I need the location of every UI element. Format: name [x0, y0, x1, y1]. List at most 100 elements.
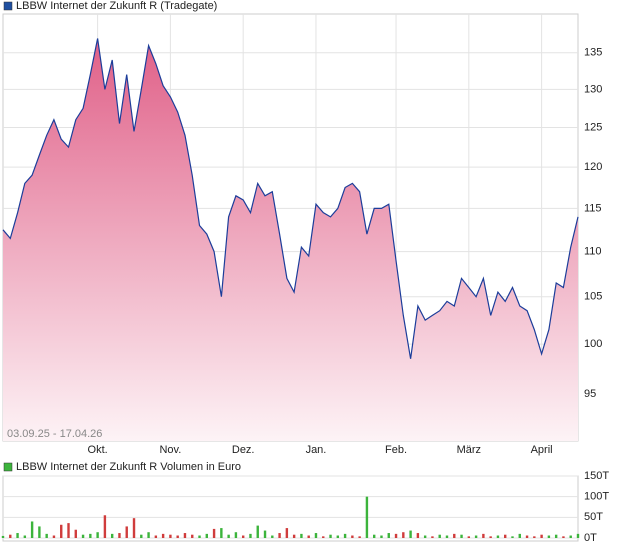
volume-bar: [329, 534, 332, 538]
volume-bar: [169, 534, 172, 538]
volume-bar: [525, 535, 529, 538]
y-tick-label: 115: [584, 202, 602, 214]
volume-bar: [234, 532, 238, 538]
volume-bar: [322, 536, 325, 538]
x-tick-label: Dez.: [232, 444, 255, 456]
y-tick-label: 130: [584, 83, 602, 95]
volume-bar: [482, 533, 485, 538]
volume-bar: [96, 532, 99, 538]
volume-bar: [140, 534, 143, 538]
volume-bar: [103, 515, 107, 538]
volume-bar: [460, 534, 463, 538]
volume-bar: [161, 533, 165, 538]
volume-bar: [241, 535, 245, 538]
volume-bar: [540, 534, 543, 538]
volume-bar: [183, 533, 187, 538]
y-tick-label: 0T: [584, 532, 597, 544]
volume-bar: [147, 532, 150, 538]
volume-bar: [220, 528, 223, 538]
volume-bar: [423, 535, 427, 538]
volume-bar: [365, 496, 369, 538]
y-tick-label: 100: [584, 338, 602, 350]
legend-label: LBBW Internet der Zukunft R (Tradegate): [16, 0, 217, 12]
volume-bar: [60, 524, 63, 538]
volume-bar: [212, 528, 216, 538]
volume-bar: [336, 535, 340, 538]
volume-bar: [467, 536, 471, 538]
legend-label: LBBW Internet der Zukunft R Volumen in E…: [16, 461, 241, 473]
volume-bar: [380, 535, 383, 538]
volume-bar: [74, 529, 77, 538]
volume-bar: [67, 523, 70, 538]
y-tick-label: 135: [584, 47, 602, 59]
volume-bar: [314, 533, 318, 538]
volume-bar: [351, 535, 354, 538]
volume-bar: [373, 534, 376, 538]
volume-bar: [394, 533, 398, 538]
volume-bar: [343, 533, 347, 538]
volume-bar: [271, 535, 274, 538]
price-line: [2, 38, 579, 359]
price-area: [3, 38, 578, 441]
volume-bar: [438, 534, 441, 538]
volume-bar: [45, 533, 48, 538]
x-tick-label: April: [531, 444, 553, 456]
volume-bar: [445, 535, 449, 538]
volume-bar: [81, 534, 85, 538]
y-tick-label: 105: [584, 291, 602, 303]
volume-bar: [154, 535, 158, 538]
volume-bar: [38, 526, 41, 538]
volume-bar: [198, 535, 201, 538]
volume-bar: [547, 535, 551, 538]
volume-bar: [23, 535, 27, 538]
volume-bar: [489, 536, 492, 538]
volume-bar: [518, 533, 521, 538]
volume-bar: [554, 534, 558, 538]
volume-bar: [110, 533, 114, 538]
y-tick-label: 110: [584, 245, 602, 257]
legend-swatch: [3, 462, 13, 472]
volume-bar: [132, 518, 136, 538]
legend-swatch: [3, 1, 13, 11]
volume-bar: [118, 533, 121, 538]
volume-bar: [416, 533, 420, 538]
volume-bar: [307, 535, 310, 538]
volume-bar: [176, 535, 179, 538]
volume-bar: [285, 528, 289, 538]
volume-bar: [300, 533, 303, 538]
volume-bar: [474, 535, 478, 538]
volume-bar: [496, 535, 500, 538]
volume-bar: [402, 532, 405, 538]
volume-bar: [576, 533, 580, 538]
volume-bar: [504, 534, 507, 538]
date-range: 03.09.25 - 17.04.26: [7, 428, 102, 440]
x-tick-label: Okt.: [88, 444, 108, 456]
x-tick-label: März: [457, 444, 481, 456]
volume-bar: [431, 536, 434, 538]
x-tick-label: Feb.: [385, 444, 407, 456]
y-tick-label: 95: [584, 388, 596, 400]
volume-bar: [562, 536, 565, 538]
volume-bar: [292, 534, 296, 538]
volume-bar: [569, 535, 572, 538]
y-tick-label: 100T: [584, 491, 609, 503]
x-tick-label: Jan.: [306, 444, 327, 456]
volume-bar: [358, 536, 361, 538]
volume-bar: [256, 525, 259, 538]
volume-bar: [16, 533, 19, 538]
volume-bar: [278, 533, 281, 538]
y-tick-label: 120: [584, 161, 602, 173]
volume-bar: [227, 534, 230, 538]
y-tick-label: 125: [584, 121, 602, 133]
volume-bar: [387, 533, 390, 538]
y-tick-label: 50T: [584, 511, 603, 523]
y-tick-label: 150T: [584, 470, 609, 482]
x-tick-label: Nov.: [159, 444, 181, 456]
volume-bar: [89, 533, 92, 538]
volume-bar: [125, 526, 128, 538]
volume-bar: [191, 534, 194, 538]
volume-bar: [249, 533, 252, 538]
volume-bar: [409, 530, 412, 538]
volume-bar: [9, 534, 12, 538]
